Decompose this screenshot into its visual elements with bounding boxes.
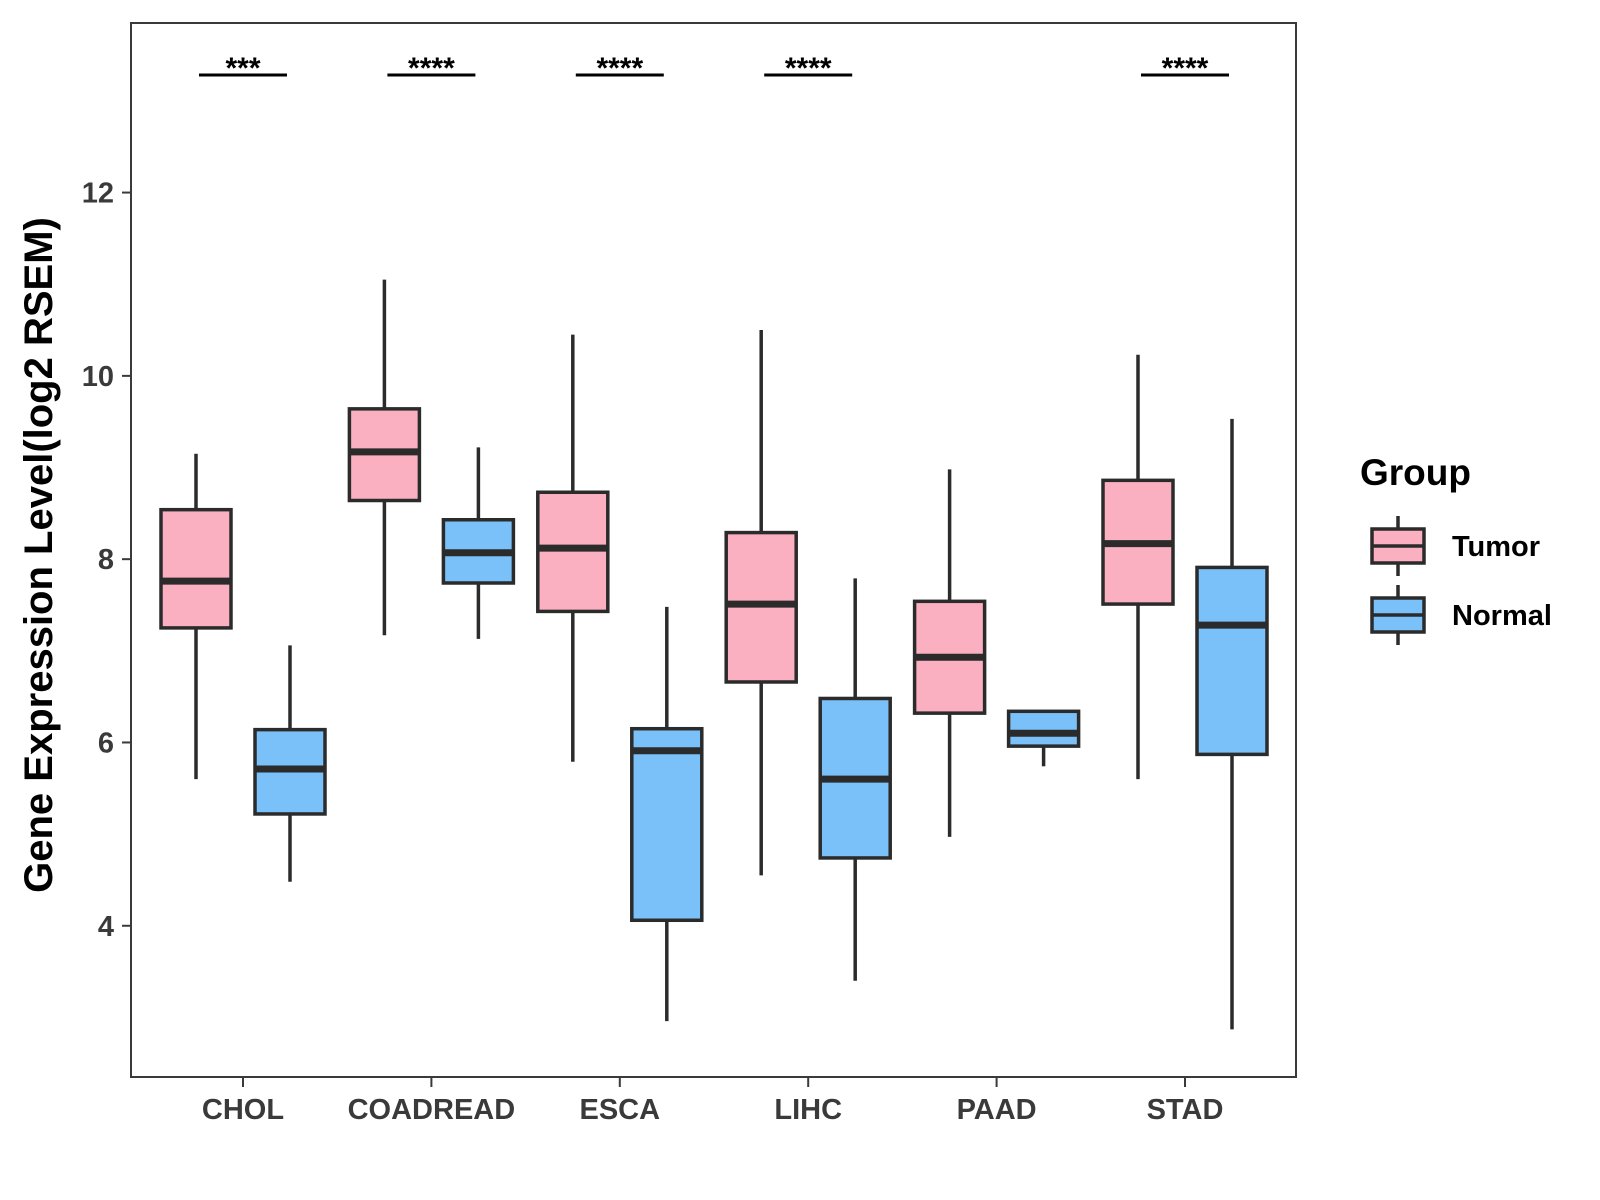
legend-key-normal: [1370, 585, 1426, 645]
legend-key-tumor: [1370, 516, 1426, 576]
box-normal-stad: [1195, 418, 1269, 1030]
legend-label-normal: Normal: [1452, 600, 1552, 632]
box-tumor-esca: [536, 334, 610, 762]
box-tumor-stad: [1101, 354, 1175, 780]
axes: 4 6 8 10 12 CHOL COADREAD ESCA LIHC PAAD STAD: [82, 22, 1297, 1126]
box-iqr: [536, 490, 610, 614]
y-tick-label: 12: [82, 178, 114, 210]
y-tick-label: 6: [98, 727, 114, 759]
significance-label: ****: [785, 52, 832, 85]
y-tick-label: 8: [98, 544, 114, 576]
box-normal-lihc: [818, 578, 892, 981]
legend-title: Group: [1360, 452, 1471, 493]
significance-label: ****: [1162, 52, 1209, 85]
box-tumor-lihc: [724, 330, 798, 876]
box-normal-paad: [1006, 709, 1081, 767]
panel-border: [130, 22, 1297, 1078]
y-tick-label: 10: [82, 361, 114, 393]
y-axis-title: Gene Expression Level(log2 RSEM): [17, 217, 61, 893]
significance-label: ****: [408, 52, 455, 85]
x-tick-label-chol: CHOL: [202, 1094, 284, 1126]
box-iqr: [630, 726, 704, 923]
x-tick-label-esca: ESCA: [580, 1094, 661, 1126]
box-iqr: [1195, 565, 1269, 757]
legend: Group Tumor Normal: [1360, 452, 1552, 645]
box-iqr: [159, 507, 233, 630]
plot-area: *** **** **** **** ****: [159, 52, 1269, 1030]
legend-label-tumor: Tumor: [1452, 531, 1540, 563]
y-tick-label: 4: [98, 911, 114, 943]
box-tumor-chol: [159, 453, 233, 780]
x-tick-label-lihc: LIHC: [774, 1094, 842, 1126]
box-normal-esca: [630, 606, 704, 1022]
box-normal-chol: [253, 645, 327, 882]
x-tick-label-coadread: COADREAD: [348, 1094, 516, 1126]
significance-label: ****: [596, 52, 643, 85]
box-iqr: [1006, 709, 1081, 748]
significance-label: ***: [225, 52, 260, 85]
x-tick-label-stad: STAD: [1147, 1094, 1224, 1126]
box-normal-coadread: [441, 447, 516, 639]
x-tick-label-paad: PAAD: [957, 1094, 1037, 1126]
box-tumor-coadread: [347, 279, 422, 636]
box-tumor-paad: [912, 469, 987, 837]
